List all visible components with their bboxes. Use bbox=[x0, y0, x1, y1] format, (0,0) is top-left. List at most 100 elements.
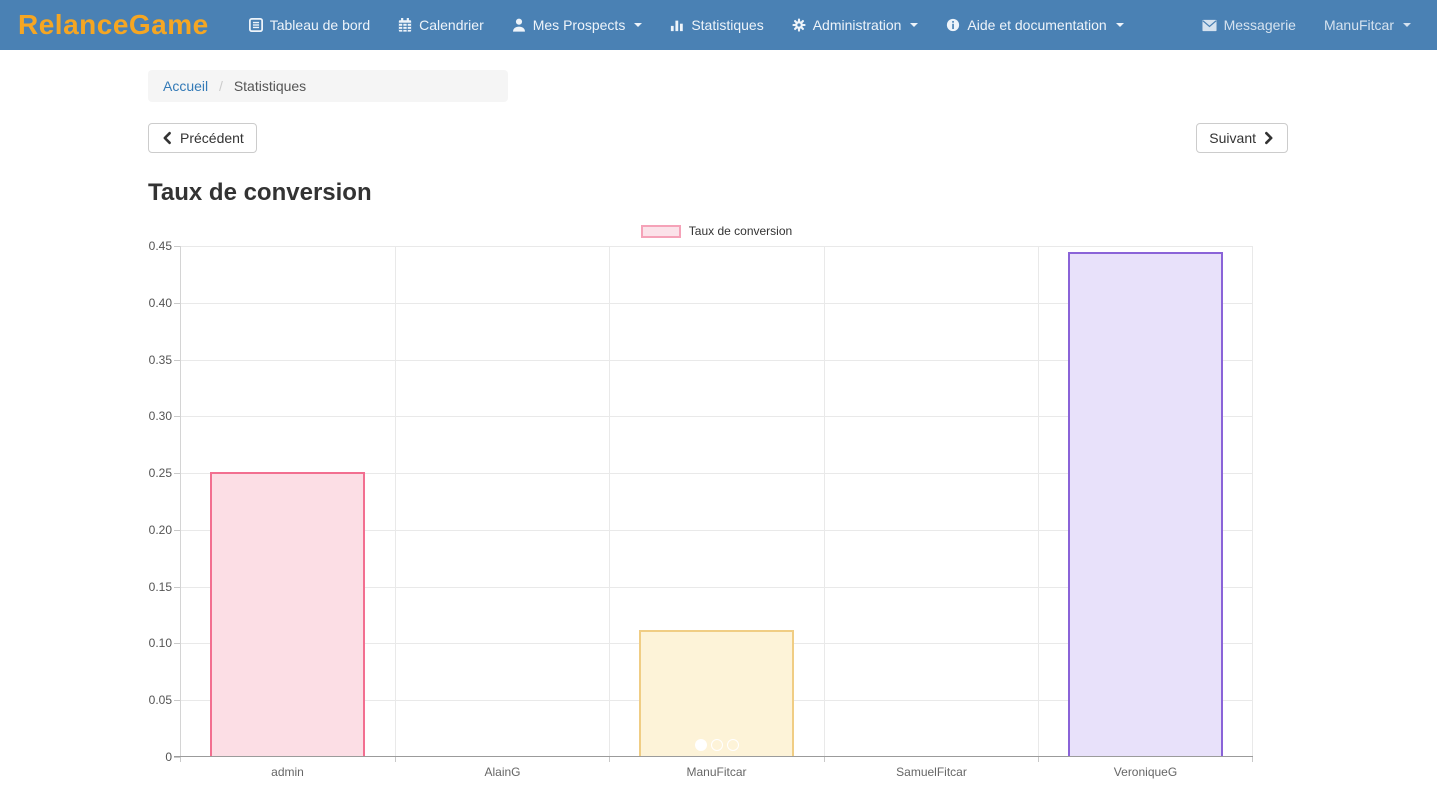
x-axis-label: ManuFitcar bbox=[686, 765, 747, 779]
x-tick bbox=[180, 757, 181, 762]
legend-label: Taux de conversion bbox=[688, 224, 793, 238]
nav-item-label: Messagerie bbox=[1223, 17, 1296, 33]
nav-item-mes-prospects[interactable]: Mes Prospects bbox=[498, 2, 657, 48]
previous-button-label: Précédent bbox=[180, 130, 244, 146]
gridline bbox=[609, 246, 610, 757]
y-tick bbox=[174, 360, 180, 361]
gear-icon bbox=[792, 18, 806, 32]
nav-item-label: Administration bbox=[812, 17, 902, 33]
navbar: RelanceGame Tableau de bord Calendrier M… bbox=[0, 0, 1437, 50]
y-axis-label: 0 bbox=[165, 750, 172, 764]
nav-item-statistiques[interactable]: Statistiques bbox=[656, 2, 777, 48]
navbar-menu: Tableau de bord Calendrier Mes Prospects… bbox=[235, 2, 1138, 48]
y-axis-label: 0.10 bbox=[148, 636, 172, 650]
gridline bbox=[180, 473, 1253, 474]
y-axis-label: 0.15 bbox=[148, 580, 172, 594]
page-title: Taux de conversion bbox=[148, 179, 372, 206]
y-axis-label: 0.45 bbox=[148, 239, 172, 253]
journal-icon bbox=[248, 18, 263, 32]
nav-item-label: Aide et documentation bbox=[967, 17, 1107, 33]
carousel-indicators bbox=[694, 739, 739, 751]
nav-item-administration[interactable]: Administration bbox=[778, 2, 933, 48]
chevron-down-icon bbox=[1115, 23, 1124, 27]
bar-ManuFitcar bbox=[639, 630, 794, 756]
x-tick bbox=[395, 757, 396, 762]
x-axis-label: admin bbox=[271, 765, 304, 779]
breadcrumb-home-link[interactable]: Accueil bbox=[163, 78, 209, 94]
y-tick bbox=[174, 700, 180, 701]
nav-item-label: Statistiques bbox=[691, 17, 764, 33]
x-tick bbox=[1252, 757, 1253, 762]
breadcrumb: Accueil / Statistiques bbox=[148, 70, 508, 102]
y-tick bbox=[174, 473, 180, 474]
x-tick bbox=[824, 757, 825, 762]
nav-item-tableau-de-bord[interactable]: Tableau de bord bbox=[235, 2, 384, 48]
bar-VeroniqueG bbox=[1068, 252, 1223, 756]
chart-legend: Taux de conversion bbox=[180, 224, 1253, 238]
envelope-icon bbox=[1202, 19, 1217, 32]
gridline bbox=[180, 416, 1253, 417]
gridline bbox=[1038, 246, 1039, 757]
y-tick bbox=[174, 757, 180, 758]
bar-admin bbox=[210, 472, 365, 756]
carousel-dot-2[interactable] bbox=[710, 739, 723, 751]
x-axis-label: VeroniqueG bbox=[1113, 765, 1178, 779]
chevron-down-icon bbox=[634, 23, 643, 27]
chevron-down-icon bbox=[1403, 23, 1411, 27]
legend-swatch bbox=[640, 224, 681, 238]
y-tick bbox=[174, 303, 180, 304]
nav-item-aide[interactable]: Aide et documentation bbox=[932, 2, 1137, 48]
y-tick bbox=[174, 587, 180, 588]
x-axis-line bbox=[174, 756, 1253, 757]
gridline bbox=[824, 246, 825, 757]
nav-item-label: Mes Prospects bbox=[532, 17, 626, 33]
y-axis-label: 0.35 bbox=[148, 353, 172, 367]
carousel-dot-1[interactable] bbox=[694, 739, 707, 751]
gridline bbox=[1252, 246, 1253, 757]
conversion-rate-chart: Taux de conversion 0 0.05 0.10 0.15 0.20 0.25… bbox=[149, 224, 1253, 779]
y-axis-label: 0.25 bbox=[148, 466, 172, 480]
plot-area: 0 0.05 0.10 0.15 0.20 0.25 0.30 0.35 0.40 0.45 adm… bbox=[149, 239, 1253, 779]
y-axis-label: 0.40 bbox=[148, 296, 172, 310]
info-icon bbox=[946, 18, 960, 32]
carousel-dot-3[interactable] bbox=[726, 739, 739, 751]
nav-item-label: Tableau de bord bbox=[269, 17, 371, 33]
x-axis-label: SamuelFitcar bbox=[896, 765, 967, 779]
x-tick bbox=[1038, 757, 1039, 762]
calendar-icon bbox=[398, 18, 412, 32]
y-tick bbox=[174, 416, 180, 417]
y-axis-line bbox=[180, 246, 181, 757]
nav-item-user-menu[interactable]: ManuFitcar bbox=[1310, 2, 1425, 48]
previous-button[interactable]: Précédent bbox=[148, 123, 257, 153]
y-tick bbox=[174, 530, 180, 531]
nav-item-label: Calendrier bbox=[419, 17, 484, 33]
breadcrumb-current: Statistiques bbox=[233, 78, 307, 94]
gridline bbox=[180, 360, 1253, 361]
chevron-left-icon bbox=[161, 131, 173, 145]
x-tick bbox=[609, 757, 610, 762]
next-button[interactable]: Suivant bbox=[1196, 123, 1288, 153]
y-axis-label: 0.20 bbox=[148, 523, 172, 537]
y-tick bbox=[174, 246, 180, 247]
brand-logo[interactable]: RelanceGame bbox=[18, 9, 209, 40]
gridline bbox=[180, 246, 1253, 247]
chevron-down-icon bbox=[910, 23, 919, 27]
breadcrumb-separator: / bbox=[219, 78, 223, 94]
y-axis-label: 0.05 bbox=[148, 693, 172, 707]
gridline bbox=[395, 246, 396, 757]
navbar-right-menu: Messagerie ManuFitcar bbox=[1188, 2, 1425, 48]
gridline bbox=[180, 587, 1253, 588]
bar-chart-icon bbox=[670, 18, 684, 32]
y-axis-label: 0.30 bbox=[148, 409, 172, 423]
nav-item-messagerie[interactable]: Messagerie bbox=[1188, 2, 1310, 48]
person-icon bbox=[512, 18, 526, 32]
x-axis-label: AlainG bbox=[484, 765, 521, 779]
gridline bbox=[180, 303, 1253, 304]
next-button-label: Suivant bbox=[1209, 130, 1256, 146]
y-tick bbox=[174, 643, 180, 644]
chart-pager: Précédent Suivant bbox=[148, 123, 1288, 157]
nav-item-calendrier[interactable]: Calendrier bbox=[384, 2, 498, 48]
chevron-right-icon bbox=[1263, 131, 1275, 145]
gridline bbox=[180, 530, 1253, 531]
nav-item-label: ManuFitcar bbox=[1323, 17, 1394, 33]
